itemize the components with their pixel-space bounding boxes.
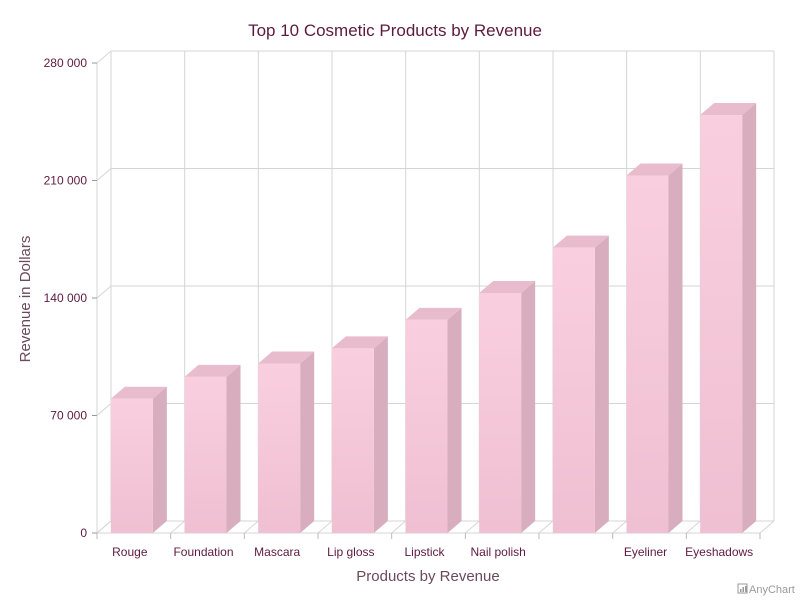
floor-line: [538, 520, 554, 534]
floor-line: [612, 520, 627, 534]
axis-layer: 0 70 000 140 000 210 000 280 000 Rouge Foundat…: [44, 56, 761, 559]
bar-front: [110, 398, 153, 533]
bar-top: [405, 307, 462, 320]
bar[interactable]: [258, 351, 315, 533]
y-tick-label: 210 000: [44, 174, 88, 188]
bar-side: [521, 280, 536, 533]
y-tick-label: 70 000: [50, 409, 87, 423]
chart-logo-bar: [742, 587, 744, 592]
bar-front: [479, 292, 522, 533]
bar-front: [184, 376, 227, 533]
chart-title: Top 10 Cosmetic Products by Revenue: [248, 21, 542, 40]
bar-top: [331, 336, 388, 349]
chart-logo-icon: [737, 583, 748, 594]
floor-line: [317, 520, 333, 534]
bar[interactable]: [626, 163, 683, 533]
bar-front: [405, 319, 448, 533]
x-tick-label: Eyeshadows: [685, 545, 753, 559]
bar-top: [626, 163, 683, 176]
x-tick-label: Lip gloss: [327, 545, 374, 559]
bar-top: [479, 280, 536, 293]
bar-side: [152, 386, 167, 533]
bar[interactable]: [405, 307, 462, 533]
bar-front: [331, 348, 374, 533]
x-axis-title: Products by Revenue: [356, 568, 499, 585]
bar-side: [373, 336, 388, 533]
gridline-wall-connector: [96, 285, 112, 299]
gridline-wall-connector: [96, 168, 112, 181]
gridline-wall-connector: [96, 50, 112, 64]
floor-line: [465, 520, 480, 534]
bar[interactable]: [479, 280, 536, 533]
y-tick-label: 140 000: [44, 291, 88, 305]
bar-side: [742, 103, 757, 534]
bar-side: [594, 235, 609, 533]
bar-side: [226, 364, 241, 533]
x-tick-label: Mascara: [254, 545, 300, 559]
bar[interactable]: [184, 364, 241, 533]
bar[interactable]: [331, 336, 388, 533]
x-tick-label: Lipstick: [404, 545, 445, 559]
y-tick-label: 0: [80, 526, 87, 540]
bar-front: [552, 247, 595, 533]
bar-front: [700, 115, 743, 534]
floor-line: [391, 520, 406, 534]
credits-label[interactable]: AnyChart: [749, 584, 795, 596]
x-tick-label: Foundation: [173, 545, 233, 559]
anychart-credits[interactable]: AnyChart: [737, 583, 795, 596]
bar[interactable]: [700, 103, 757, 534]
floor-line: [96, 520, 112, 534]
bar-top: [552, 235, 609, 248]
bar-front: [626, 175, 669, 533]
bar-top: [110, 386, 167, 399]
gridline-wall-connector: [96, 403, 112, 416]
bar[interactable]: [552, 235, 609, 533]
x-tick-label: Rouge: [112, 545, 148, 559]
bars-layer: [110, 103, 757, 534]
chart-logo-bar: [740, 589, 742, 592]
x-tick-label: Nail polish: [470, 545, 525, 559]
floor-line: [244, 520, 259, 534]
y-axis-title: Revenue in Dollars: [17, 236, 34, 363]
chart-logo-bar: [745, 586, 747, 592]
bar-top: [184, 364, 241, 377]
bar-side: [300, 351, 315, 533]
floor-line: [170, 520, 185, 534]
bar[interactable]: [110, 386, 167, 533]
x-tick-label: Eyeliner: [624, 545, 667, 559]
bar-side: [447, 307, 462, 533]
floor-line: [759, 520, 775, 534]
bar-front: [258, 363, 301, 533]
y-tick-label: 280 000: [44, 56, 88, 70]
bar-top: [258, 351, 315, 364]
bar-top: [700, 103, 757, 116]
floor-line: [686, 520, 701, 534]
bar-side: [668, 163, 683, 533]
